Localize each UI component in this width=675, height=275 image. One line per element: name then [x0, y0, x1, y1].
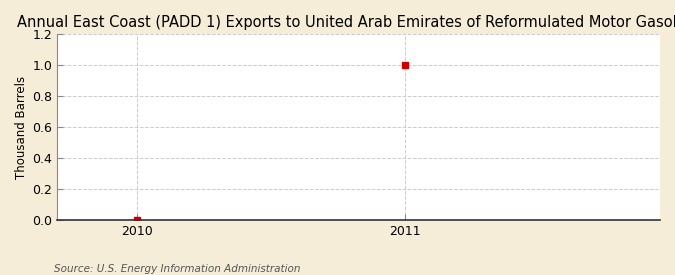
- Y-axis label: Thousand Barrels: Thousand Barrels: [15, 75, 28, 178]
- Text: Source: U.S. Energy Information Administration: Source: U.S. Energy Information Administ…: [54, 264, 300, 274]
- Title: Annual East Coast (PADD 1) Exports to United Arab Emirates of Reformulated Motor: Annual East Coast (PADD 1) Exports to Un…: [18, 15, 675, 30]
